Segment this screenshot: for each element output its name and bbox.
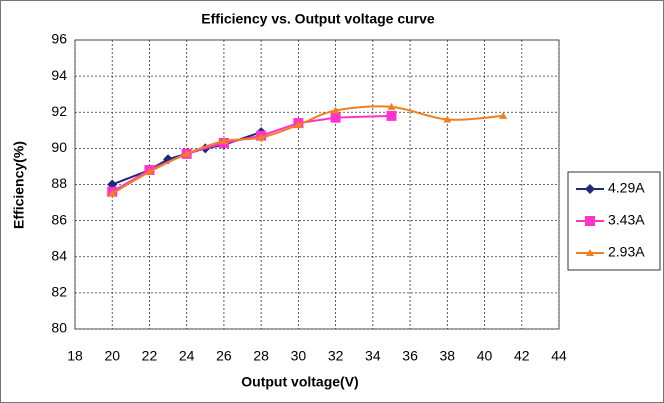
x-tick-label: 32 — [328, 348, 344, 364]
data-point — [331, 106, 340, 114]
data-point — [182, 149, 191, 157]
chart-title: Efficiency vs. Output voltage curve — [201, 11, 435, 27]
x-tick-label: 28 — [253, 348, 269, 364]
x-tick-label: 30 — [291, 348, 307, 364]
data-point — [386, 110, 397, 121]
x-tick-label: 18 — [67, 348, 83, 364]
y-tick-label: 94 — [51, 67, 67, 83]
x-tick-label: 42 — [514, 348, 530, 364]
y-tick-label: 92 — [51, 103, 67, 119]
series-line — [111, 105, 504, 195]
x-tick-label: 34 — [365, 348, 381, 364]
x-tick-label: 38 — [440, 348, 456, 364]
data-point — [443, 115, 452, 123]
y-axis-label: Efficiency(%) — [11, 141, 27, 229]
legend-label: 3.43A — [608, 212, 645, 228]
y-tick-label: 90 — [51, 139, 67, 155]
y-tick-label: 80 — [51, 320, 67, 336]
legend-label: 4.29A — [608, 180, 645, 196]
x-tick-label: 40 — [477, 348, 493, 364]
x-tick-label: 26 — [216, 348, 232, 364]
y-tick-label: 82 — [51, 284, 67, 300]
x-axis-label: Output voltage(V) — [241, 374, 358, 390]
y-tick-label: 88 — [51, 175, 67, 191]
y-tick-label: 96 — [51, 31, 67, 47]
legend-marker — [585, 184, 595, 194]
data-point — [387, 102, 396, 110]
legend-label: 2.93A — [608, 244, 645, 260]
data-point — [108, 189, 117, 197]
y-tick-label: 86 — [51, 211, 67, 227]
data-point — [145, 167, 154, 175]
x-tick-label: 44 — [551, 348, 567, 364]
y-tick-label: 84 — [51, 247, 67, 263]
x-tick-label: 24 — [179, 348, 195, 364]
series — [108, 102, 508, 197]
data-point — [219, 137, 228, 145]
data-point — [294, 120, 303, 128]
x-tick-label: 20 — [104, 348, 120, 364]
data-point — [330, 112, 341, 123]
x-tick-label: 36 — [402, 348, 418, 364]
data-point — [257, 133, 266, 141]
data-point — [499, 111, 508, 119]
x-tick-label: 22 — [142, 348, 158, 364]
legend-marker — [586, 249, 594, 256]
legend-marker — [585, 216, 595, 226]
